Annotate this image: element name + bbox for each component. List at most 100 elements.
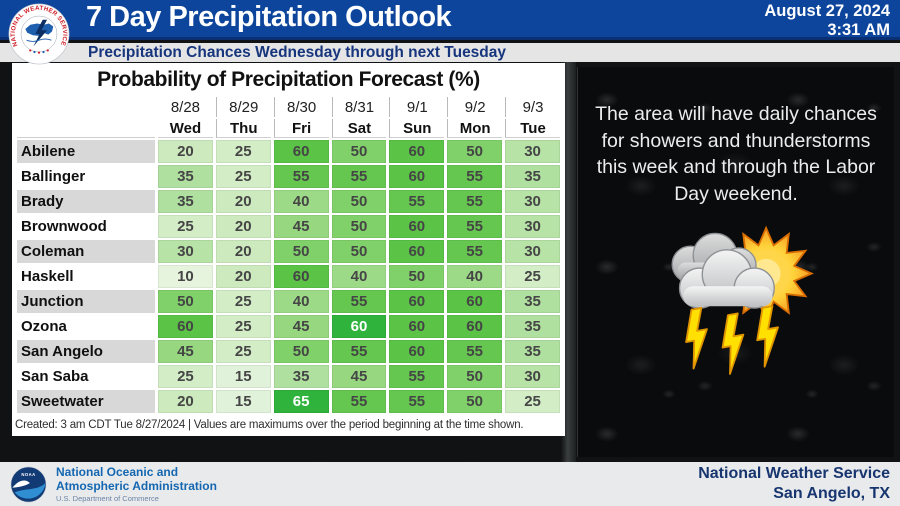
table-footnote: Created: 3 am CDT Tue 8/27/2024 | Values… — [15, 419, 524, 431]
pop-value-cell: 40 — [273, 190, 329, 213]
pop-value-cell: 55 — [331, 290, 387, 313]
table-row: Haskell 10 20 60 40 50 40 25 — [17, 265, 560, 288]
pop-value-cell: 60 — [389, 340, 445, 363]
subtitle-bar: Precipitation Chances Wednesday through … — [0, 43, 900, 62]
pop-value-cell: 50 — [331, 190, 387, 213]
pop-value-cell: 30 — [158, 240, 213, 263]
pop-value-cell: 60 — [273, 140, 329, 163]
pop-value-cell: 25 — [505, 390, 560, 413]
nws-seal-lightning — [33, 19, 48, 47]
pop-value-cell: 50 — [158, 290, 213, 313]
pop-value-cell: 50 — [447, 390, 503, 413]
page-title: 7 Day Precipitation Outlook — [86, 1, 452, 33]
pop-value-cell: 60 — [273, 265, 329, 288]
column-day: Mon — [447, 119, 503, 138]
pop-value-cell: 55 — [447, 165, 503, 188]
pop-value-cell: 25 — [158, 365, 213, 388]
column-day: Sun — [389, 119, 445, 138]
pop-value-cell: 30 — [505, 190, 560, 213]
noaa-dept-line: U.S. Department of Commerce — [56, 494, 159, 504]
table-row: Sweetwater 20 15 65 55 55 50 25 — [17, 390, 560, 413]
city-column-header — [17, 119, 155, 138]
pop-value-cell: 60 — [331, 315, 387, 338]
subtitle-text: Precipitation Chances Wednesday through … — [88, 44, 507, 61]
column-day: Thu — [215, 119, 271, 138]
city-label: San Angelo — [17, 340, 155, 363]
issue-time: 3:31 AM — [827, 20, 890, 39]
pop-value-cell: 20 — [215, 265, 271, 288]
pop-table-panel: Probability of Precipitation Forecast (%… — [12, 63, 565, 436]
pop-value-cell: 40 — [447, 265, 503, 288]
pop-value-cell: 50 — [331, 140, 387, 163]
column-date: 9/2 — [447, 97, 502, 117]
column-date: 8/31 — [331, 97, 387, 117]
sun-clouds-lightning-icon — [671, 225, 814, 375]
pop-value-cell: 60 — [389, 290, 445, 313]
pop-value-cell: 35 — [505, 315, 560, 338]
pop-value-cell: 60 — [389, 315, 445, 338]
pop-value-cell: 35 — [505, 165, 560, 188]
pop-value-cell: 45 — [273, 215, 329, 238]
lightning-bolts — [685, 305, 779, 375]
table-row: San Saba 25 15 35 45 55 50 30 — [17, 365, 560, 388]
pop-value-cell: 55 — [447, 240, 503, 263]
pop-value-cell: 45 — [331, 365, 387, 388]
column-day: Wed — [158, 119, 213, 138]
noaa-seal-icon: NOAA — [10, 466, 47, 502]
pop-value-cell: 25 — [215, 315, 271, 338]
column-date: 8/30 — [273, 97, 329, 117]
city-label: Sweetwater — [17, 390, 155, 413]
nws-office-attribution: National Weather Service San Angelo, TX — [698, 464, 890, 504]
pop-value-cell: 55 — [331, 390, 387, 413]
pop-value-cell: 50 — [447, 140, 503, 163]
city-label: Brady — [17, 190, 155, 213]
pop-value-cell: 45 — [273, 315, 329, 338]
footer-bar: NOAA National Oceanic and Atmospheric Ad… — [0, 462, 900, 506]
pop-value-cell: 55 — [273, 165, 329, 188]
noaa-line-2: Atmospheric Administration — [56, 479, 217, 493]
pop-value-cell: 10 — [158, 265, 213, 288]
nws-office-line-1: National Weather Service — [698, 465, 890, 482]
pop-value-cell: 15 — [215, 365, 271, 388]
pop-value-cell: 55 — [447, 215, 503, 238]
pop-value-cell: 35 — [505, 340, 560, 363]
column-date: 9/3 — [505, 97, 560, 117]
pop-value-cell: 25 — [215, 340, 271, 363]
pop-value-cell: 50 — [331, 215, 387, 238]
pop-value-cell: 55 — [389, 390, 445, 413]
front-cloud — [678, 249, 775, 309]
pop-value-cell: 25 — [158, 215, 213, 238]
table-row: Ozona 60 25 45 60 60 60 35 — [17, 315, 560, 338]
rain-background: Probability of Precipitation Forecast (%… — [0, 62, 900, 462]
city-label: Coleman — [17, 240, 155, 263]
pop-value-cell: 60 — [447, 315, 503, 338]
city-label: Abilene — [17, 140, 155, 163]
city-label: Ballinger — [17, 165, 155, 188]
pop-value-cell: 20 — [215, 240, 271, 263]
pop-value-cell: 60 — [389, 140, 445, 163]
pop-value-cell: 35 — [158, 190, 213, 213]
pop-value-cell: 35 — [273, 365, 329, 388]
pop-value-cell: 30 — [505, 215, 560, 238]
pop-table: 8/28 8/29 8/30 8/31 9/1 9/2 9/3 Wed Thu Fri Sat Su… — [14, 95, 563, 415]
pop-value-cell: 30 — [505, 365, 560, 388]
pop-value-cell: 40 — [273, 290, 329, 313]
table-row: Coleman 30 20 50 50 60 55 30 — [17, 240, 560, 263]
pop-value-cell: 65 — [273, 390, 329, 413]
summary-panel: The area will have daily chances for sho… — [577, 67, 894, 457]
summary-text: The area will have daily chances for sho… — [595, 103, 877, 205]
city-label: Haskell — [17, 265, 155, 288]
pop-value-cell: 50 — [331, 240, 387, 263]
pop-value-cell: 50 — [273, 240, 329, 263]
issue-datetime: August 27, 2024 3:31 AM — [764, 2, 890, 40]
column-date: 8/29 — [215, 97, 271, 117]
pop-value-cell: 60 — [158, 315, 213, 338]
pop-value-cell: 50 — [447, 365, 503, 388]
column-day: Tue — [505, 119, 560, 138]
city-label: Brownwood — [17, 215, 155, 238]
pop-value-cell: 20 — [215, 190, 271, 213]
city-label: San Saba — [17, 365, 155, 388]
nws-seal-icon: NATIONAL WEATHER SERVICE — [8, 3, 70, 65]
pop-value-cell: 50 — [273, 340, 329, 363]
